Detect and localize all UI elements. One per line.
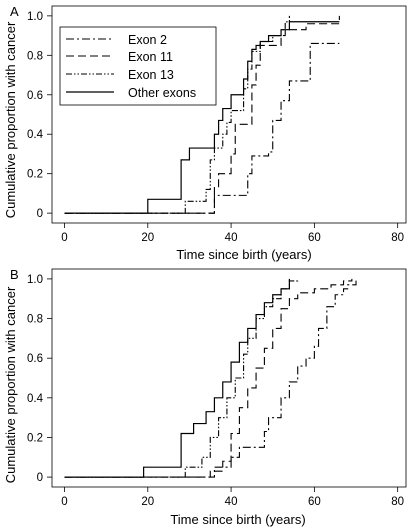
- plot-frame-b: [51, 268, 407, 488]
- x-ticks-a: 0 20 40 60 80: [61, 223, 404, 244]
- y-tick-label-a-0-2: 0.2: [27, 169, 43, 181]
- panel-label-a: A: [10, 4, 19, 19]
- legend-label-exon-13: Exon 13: [128, 68, 174, 82]
- y-ticks-a: 0 0.2 0.4 0.6 0.8 1.0: [27, 11, 52, 220]
- y-tick-label-a-0-4: 0.4: [27, 129, 44, 141]
- x-tick-label-b-80: 80: [391, 496, 404, 508]
- series-line-a-other-exons: [64, 21, 340, 214]
- y-tick-label-b-0-6: 0.6: [27, 353, 43, 365]
- series-line-a-exon-11: [64, 15, 340, 214]
- x-ticks-b: 0 20 40 60 80: [61, 487, 404, 508]
- y-axis-label-a: Cumulative proportion with cancer: [3, 21, 18, 218]
- y-ticks-b: 0 0.2 0.4 0.6 0.8 1.0: [27, 274, 52, 484]
- panel-label-b: B: [10, 267, 19, 282]
- x-tick-label-a-20: 20: [141, 232, 154, 244]
- series-b: [64, 278, 357, 478]
- y-tick-label-b-1-0: 1.0: [27, 274, 43, 286]
- x-tick-label-a-0: 0: [61, 232, 67, 244]
- plot-frame-a: [51, 5, 407, 224]
- legend-label-exon-2: Exon 2: [128, 33, 167, 47]
- y-tick-label-b-0: 0: [37, 472, 43, 484]
- legend-label-exon-11: Exon 11: [128, 50, 173, 64]
- x-axis-label-b: Time since birth (years): [170, 512, 305, 527]
- x-tick-label-a-40: 40: [225, 232, 238, 244]
- y-tick-label-b-0-2: 0.2: [27, 432, 43, 444]
- x-tick-label-a-80: 80: [391, 232, 404, 244]
- y-tick-label-a-0-8: 0.8: [27, 50, 43, 62]
- panel-a: A 0 20 40 60 80 0 0.2 0.4 0.6 0.8 1.0 Time since …: [3, 4, 407, 262]
- x-tick-label-a-60: 60: [308, 232, 321, 244]
- y-tick-label-a-1-0: 1.0: [27, 11, 43, 23]
- y-tick-label-a-0-6: 0.6: [27, 90, 43, 102]
- x-tick-label-b-20: 20: [141, 496, 154, 508]
- series-line-b-exon-2: [64, 278, 357, 478]
- legend-label-other-exons: Other exons: [128, 86, 196, 100]
- y-tick-label-b-0-8: 0.8: [27, 314, 43, 326]
- x-tick-label-b-0: 0: [61, 496, 67, 508]
- series-line-b-exon-11: [64, 278, 353, 478]
- series-a: [64, 15, 340, 214]
- series-line-b-other-exons: [64, 278, 290, 478]
- x-axis-label-a: Time since birth (years): [176, 247, 311, 262]
- y-axis-label-b: Cumulative proportion with cancer: [3, 286, 18, 483]
- y-tick-label-b-0-4: 0.4: [27, 393, 44, 405]
- x-tick-label-b-40: 40: [225, 496, 238, 508]
- legend: Exon 2 Exon 11 Exon 13 Other exons: [59, 26, 217, 106]
- x-tick-label-b-60: 60: [308, 496, 321, 508]
- series-line-b-exon-13: [64, 278, 299, 478]
- panel-b: B 0 20 40 60 80 0 0.2 0.4 0.6 0.8 1.0 Time since …: [3, 267, 407, 527]
- y-tick-label-a-0: 0: [37, 208, 43, 220]
- series-line-a-exon-2: [64, 42, 340, 214]
